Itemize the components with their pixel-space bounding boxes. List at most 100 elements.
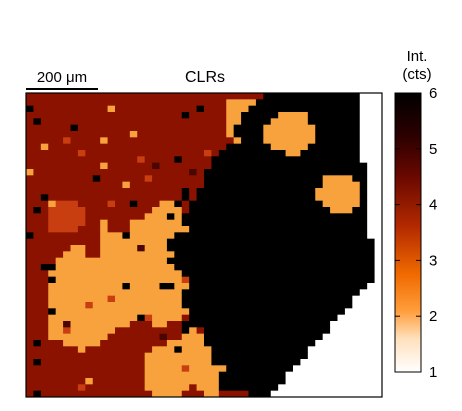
heatmap-cell <box>40 340 49 347</box>
heatmap-cell <box>122 118 131 126</box>
heatmap-cell <box>204 346 212 354</box>
heatmap-cell <box>144 378 153 385</box>
heatmap-cell <box>196 156 205 164</box>
heatmap-cell <box>115 295 123 303</box>
heatmap-cell <box>344 371 353 379</box>
heatmap-cell <box>211 289 220 297</box>
heatmap-cell <box>40 162 49 170</box>
heatmap-cell <box>263 207 272 214</box>
heatmap-cell <box>255 131 264 138</box>
heatmap-cell <box>300 188 309 195</box>
heatmap-cell <box>293 257 301 265</box>
heatmap-cell <box>63 131 71 138</box>
heatmap-cell <box>189 143 197 151</box>
heatmap-frame <box>25 92 383 398</box>
heatmap-cell <box>270 137 279 145</box>
heatmap-cell <box>211 346 220 354</box>
heatmap-cell <box>241 295 249 303</box>
heatmap-cell <box>55 213 64 221</box>
heatmap-cell <box>315 333 324 341</box>
heatmap-cell <box>315 131 324 138</box>
heatmap-cell <box>55 378 64 385</box>
heatmap-cell <box>63 283 71 290</box>
heatmap-cell <box>352 352 361 360</box>
heatmap-cell <box>77 238 86 246</box>
heatmap-cell <box>55 175 64 183</box>
heatmap-cell <box>344 131 353 138</box>
heatmap-cell <box>263 378 272 385</box>
heatmap-cell <box>344 238 353 246</box>
heatmap-cell <box>315 340 324 347</box>
heatmap-cell <box>115 264 123 271</box>
heatmap-cell <box>40 302 49 309</box>
heatmap-cell <box>315 359 324 366</box>
heatmap-cell <box>92 327 101 335</box>
heatmap-cell <box>137 302 146 309</box>
heatmap-cell <box>248 238 257 246</box>
heatmap-cell <box>166 384 175 392</box>
heatmap-cell <box>241 390 249 398</box>
heatmap-cell <box>278 200 286 208</box>
heatmap-cell <box>293 112 301 119</box>
heatmap-cell <box>374 213 383 221</box>
heatmap-cell <box>315 105 324 113</box>
heatmap-cell <box>144 124 153 132</box>
heatmap-cell <box>367 333 375 341</box>
heatmap-cell <box>374 200 383 208</box>
heatmap-cell <box>248 308 257 316</box>
heatmap-cell <box>233 245 242 252</box>
heatmap-cell <box>233 283 242 290</box>
heatmap-cell <box>322 213 331 221</box>
heatmap-cell <box>48 371 57 379</box>
heatmap-cell <box>174 264 183 271</box>
heatmap-cell <box>63 251 71 259</box>
heatmap-cell <box>166 194 175 202</box>
heatmap-cell <box>255 93 264 100</box>
heatmap-cell <box>166 175 175 183</box>
heatmap-cell <box>115 200 123 208</box>
heatmap-cell <box>211 365 220 373</box>
heatmap-cell <box>315 245 324 252</box>
heatmap-cell <box>293 245 301 252</box>
heatmap-cell <box>285 302 294 309</box>
heatmap-cell <box>48 251 57 259</box>
heatmap-cell <box>278 238 286 246</box>
heatmap-cell <box>344 143 353 151</box>
chart-title: CLRs <box>185 69 225 86</box>
heatmap-cell <box>70 245 79 252</box>
heatmap-cell <box>307 118 316 126</box>
heatmap-cell <box>63 194 71 202</box>
heatmap-cell <box>48 308 57 316</box>
heatmap-cell <box>129 181 138 189</box>
heatmap-cell <box>129 226 138 233</box>
heatmap-cell <box>55 283 64 290</box>
heatmap-cell <box>40 124 49 132</box>
heatmap-cell <box>248 365 257 373</box>
heatmap-cell <box>263 188 272 195</box>
heatmap-cell <box>204 175 212 183</box>
heatmap-cell <box>122 302 131 309</box>
heatmap-cell <box>344 175 353 183</box>
heatmap-cell <box>107 314 116 322</box>
heatmap-cell <box>278 340 286 347</box>
heatmap-cell <box>315 308 324 316</box>
heatmap-cell <box>330 156 338 164</box>
heatmap-cell <box>92 295 101 303</box>
heatmap-cell <box>70 289 79 297</box>
heatmap-cell <box>26 213 34 221</box>
heatmap-cell <box>255 333 264 341</box>
heatmap-cell <box>367 105 375 113</box>
heatmap-cell <box>181 390 190 398</box>
heatmap-cell <box>107 226 116 233</box>
heatmap-cell <box>255 213 264 221</box>
heatmap-cell <box>367 289 375 297</box>
heatmap-cell <box>196 181 205 189</box>
heatmap-cell <box>33 327 42 335</box>
heatmap-cell <box>107 156 116 164</box>
heatmap-cell <box>248 137 257 145</box>
heatmap-cell <box>315 137 324 145</box>
heatmap-cell <box>307 112 316 119</box>
heatmap-cell <box>48 118 57 126</box>
heatmap-cell <box>233 365 242 373</box>
heatmap-cell <box>285 238 294 246</box>
